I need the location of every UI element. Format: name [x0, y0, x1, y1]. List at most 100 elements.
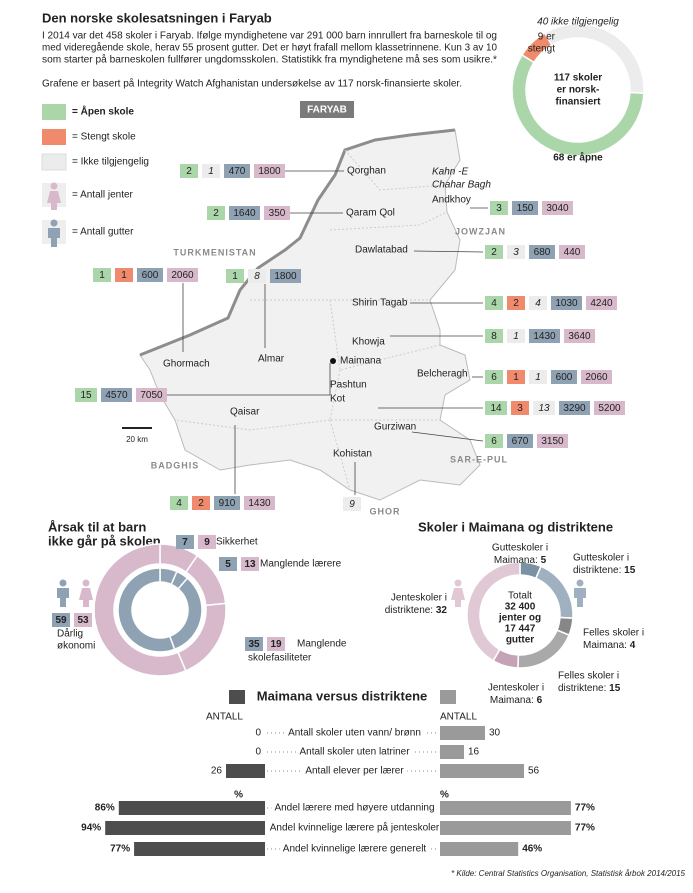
- district-value: 4570: [105, 390, 128, 401]
- district-value: 3040: [546, 203, 569, 214]
- district-cell: [264, 206, 290, 220]
- district-cell: [490, 201, 508, 215]
- value-label: 9: [204, 537, 210, 548]
- district-cell: [136, 388, 167, 402]
- district-value: 600: [556, 372, 573, 383]
- value-label: 56: [528, 766, 540, 777]
- district-cell: [485, 434, 503, 448]
- person-icon: [574, 588, 586, 607]
- person-icon: [59, 579, 67, 587]
- value-label: 77%: [575, 803, 595, 814]
- label-bg: [271, 802, 438, 814]
- district-value: 910: [219, 498, 236, 509]
- bar: [226, 764, 265, 778]
- district-cell: [507, 329, 525, 343]
- value-label: 59: [55, 615, 67, 626]
- value-label: 0: [255, 747, 261, 758]
- segment-label: 9 er: [538, 32, 556, 43]
- district-value: 1: [232, 271, 238, 282]
- district-value: 15: [80, 390, 92, 401]
- district-cell: [485, 401, 507, 415]
- district-cell: [224, 164, 250, 178]
- segment-label: Gutteskoler i: [492, 543, 548, 554]
- country-border: [139, 128, 456, 357]
- district-value: 9: [349, 499, 355, 510]
- district-name: Almar: [258, 354, 285, 365]
- segment-value: 6: [537, 695, 543, 706]
- district-cell: [244, 496, 275, 510]
- legend-label: = Antall jenter: [72, 190, 134, 201]
- district-cell: [248, 269, 266, 283]
- district-value: 350: [269, 208, 286, 219]
- donut-center: gutter: [506, 635, 534, 646]
- value-label: 35: [248, 639, 260, 650]
- category-label: Sikkerhet: [216, 537, 258, 548]
- district-cell: [180, 164, 198, 178]
- legend-label: = Antall gutter: [72, 227, 134, 238]
- district-value: 2: [513, 298, 519, 309]
- district-cell: [229, 206, 260, 220]
- bar: [440, 821, 571, 835]
- title: Den norske skolesatsningen i Faryab: [42, 10, 272, 25]
- district-value: 1: [208, 166, 214, 177]
- district-value: 1800: [258, 166, 281, 177]
- map-title: FARYAB: [307, 105, 347, 116]
- district-value: 6: [491, 372, 497, 383]
- value-box: [219, 557, 237, 571]
- footnote: * Kilde: Central Statistics Organisation…: [451, 869, 685, 878]
- value-box: [267, 637, 285, 651]
- donut-center: 117 skoler: [554, 73, 602, 84]
- donut-segment: [534, 565, 574, 620]
- district-cell: [485, 245, 503, 259]
- label-bg: [266, 821, 443, 834]
- district-value: 680: [534, 247, 551, 258]
- district-name: Dawlatabad: [355, 245, 408, 256]
- value-label: 77%: [110, 844, 130, 855]
- district-name: Kot: [330, 394, 345, 405]
- value-label: 30: [489, 728, 501, 739]
- district-name: Ghormach: [163, 359, 210, 370]
- district-cell: [529, 329, 560, 343]
- district-value: 1: [513, 372, 519, 383]
- leader-line: [413, 250, 484, 253]
- value-label: 77%: [575, 823, 595, 834]
- district-name: Maimana: [340, 356, 382, 367]
- category-label: Manglende lærere: [260, 559, 342, 570]
- person-icon: [48, 228, 60, 247]
- district-cell: [137, 268, 163, 282]
- value-label: 53: [77, 615, 89, 626]
- district-value: 4240: [590, 298, 613, 309]
- district-value: 2060: [585, 372, 608, 383]
- segment-label: Maimana: 4: [583, 640, 636, 651]
- category-label: Dårlig: [57, 628, 83, 640]
- label-bg: [296, 746, 414, 758]
- legend-label: = Åpen skole: [72, 105, 134, 118]
- region-label: TURKMENISTAN: [173, 247, 256, 257]
- district-value: 1: [513, 331, 519, 342]
- district-value: 2: [491, 247, 497, 258]
- segment-label: Felles skoler i: [583, 628, 644, 639]
- segment-label: Jenteskoler i: [391, 593, 447, 604]
- category-label: Andel kvinnelige lærere generelt: [283, 844, 427, 855]
- district-value: 4: [491, 298, 497, 309]
- region-label: JOWZJAN: [455, 226, 506, 236]
- person-icon: [50, 219, 58, 227]
- district-cell: [529, 296, 547, 310]
- district-value: 7050: [140, 390, 163, 401]
- district-value: 3150: [541, 436, 564, 447]
- district-value: 13: [538, 403, 550, 414]
- segment-value: 5: [541, 555, 547, 566]
- person-icon: [82, 579, 90, 587]
- person-icon: [50, 182, 58, 190]
- district-value: 3640: [568, 331, 591, 342]
- district-value: 3: [513, 247, 519, 258]
- district-cell: [167, 268, 198, 282]
- district-value: 2060: [171, 270, 194, 281]
- district-value: 2: [186, 166, 192, 177]
- district-value: 14: [490, 403, 502, 414]
- bar: [118, 801, 265, 815]
- person-icon: [57, 588, 69, 607]
- segment-label: stengt: [528, 44, 555, 55]
